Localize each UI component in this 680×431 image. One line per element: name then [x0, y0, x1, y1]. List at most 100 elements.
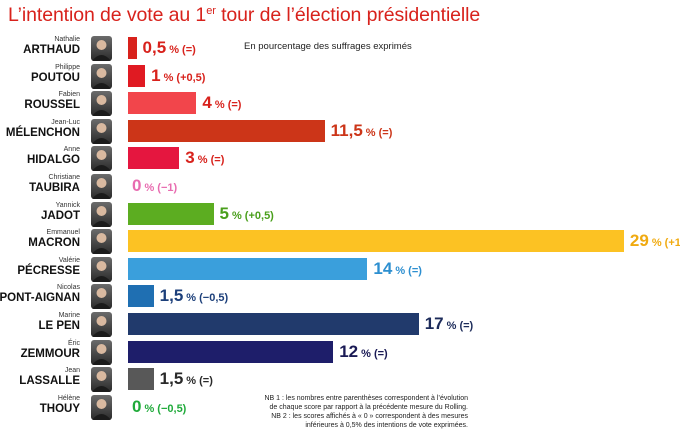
data-label: 1,5% (=) — [160, 369, 213, 391]
change-label: % (=) — [197, 154, 225, 167]
value-label: 3 — [185, 148, 195, 168]
candidate-first-name: Jean — [64, 367, 80, 375]
bar — [128, 64, 146, 87]
note-line: NB 1 : les nombres entre parenthèses cor… — [264, 395, 468, 402]
bar — [128, 37, 137, 59]
data-label: 1,5% (−0,5) — [160, 286, 229, 308]
data-label: 0,5% (=) — [143, 38, 196, 60]
candidate-first-name: Jean-Luc — [51, 118, 80, 126]
bar — [128, 368, 154, 391]
candidate-first-name: Christiane — [48, 174, 80, 181]
candidate-portrait-icon — [91, 312, 112, 337]
candidate-last-name: LE PEN — [38, 320, 80, 332]
change-label: % (=) — [186, 375, 213, 388]
candidate-first-name: Anne — [63, 146, 80, 154]
value-label: 0 — [132, 396, 142, 416]
note-line: de chaque score par rapport à la précéde… — [269, 404, 468, 411]
data-label: 5% (+0,5) — [220, 204, 274, 226]
bar — [128, 202, 214, 225]
footnotes: NB 1 : les nombres entre parenthèses cor… — [264, 394, 468, 430]
change-label: % (+0,5) — [231, 209, 274, 222]
candidate-first-name: Yannick — [55, 201, 80, 209]
candidate-first-name: Hélène — [57, 394, 80, 402]
change-label: % (=) — [365, 126, 393, 139]
candidate-name: Fabien ROUSSEL — [0, 90, 80, 114]
candidate-portrait-icon — [91, 256, 112, 282]
change-label: % (=) — [446, 320, 474, 332]
title-rest: tour de l’élection présidentielle — [215, 4, 481, 26]
candidate-last-name: POUTOU — [31, 71, 80, 84]
candidate-row: Anne HIDALGO 3% (=) — [0, 145, 680, 172]
candidate-portrait-icon — [91, 339, 112, 365]
value-label: 1 — [151, 65, 161, 85]
candidate-name: Valérie PÉCRESSE — [0, 256, 80, 280]
bar — [128, 285, 154, 308]
data-label: 17% (=) — [425, 314, 474, 336]
candidate-last-name: ROUSSEL — [24, 99, 80, 112]
value-label: 0 — [132, 176, 142, 195]
value-label: 11,5 — [330, 120, 363, 140]
candidate-first-name: Nicolas — [57, 284, 80, 292]
candidate-row: Nicolas PONT-AIGNAN 1,5% (−0,5) — [0, 283, 680, 310]
change-label: % (=) — [169, 44, 196, 56]
candidate-last-name: ZEMMOUR — [20, 347, 80, 360]
candidate-portrait-icon — [91, 367, 112, 393]
candidate-row: Hélène THOUY 0% (−0,5) — [0, 394, 680, 421]
value-label: 12 — [339, 341, 359, 361]
value-label: 14 — [373, 258, 393, 278]
bar — [128, 313, 419, 335]
candidate-first-name: Marine — [58, 312, 80, 319]
candidate-row: Jean LASSALLE 1,5% (=) — [0, 366, 680, 393]
data-label: 3% (=) — [185, 148, 224, 170]
data-label: 11,5% (=) — [331, 121, 393, 143]
change-label: % (=) — [214, 99, 242, 112]
change-label: % (+0,5) — [163, 71, 206, 84]
candidate-row: Marine LE PEN 17% (=) — [0, 311, 680, 338]
candidate-last-name: JADOT — [41, 209, 80, 222]
data-label: 29% (+1) — [630, 231, 680, 253]
candidate-name: Nathalie ARTHAUD — [0, 35, 80, 59]
candidate-name: Jean-Luc MÉLENCHON — [0, 118, 80, 142]
value-label: 1,5 — [159, 369, 184, 389]
title-main: L’intention de vote au 1 — [8, 4, 207, 26]
bar — [128, 257, 368, 280]
title-superscript: er — [206, 5, 216, 17]
candidate-name: Éric ZEMMOUR — [0, 339, 80, 363]
candidate-row: Philippe POUTOU 1% (+0,5) — [0, 63, 680, 90]
bar — [128, 92, 197, 115]
candidate-portrait-icon — [91, 201, 112, 227]
bar — [128, 340, 334, 363]
candidate-name: Philippe POUTOU — [0, 63, 80, 87]
candidate-row: Éric ZEMMOUR 12% (=) — [0, 339, 680, 366]
data-label: 0% (−1) — [132, 176, 177, 198]
change-label: % (−0,5) — [144, 402, 187, 415]
candidate-last-name: HIDALGO — [26, 154, 80, 167]
candidate-row: Fabien ROUSSEL 4% (=) — [0, 90, 680, 117]
bar — [128, 119, 325, 142]
candidate-first-name: Philippe — [55, 63, 80, 71]
chart-subtitle: En pourcentage des suffrages exprimés — [244, 41, 412, 52]
note-line: inférieures à 0,5% des intentions de vot… — [305, 422, 468, 429]
candidate-name: Emmanuel MACRON — [0, 228, 80, 252]
candidate-row: Christiane TAUBIRA 0% (−1) — [0, 173, 680, 200]
change-label: % (=) — [361, 347, 388, 360]
value-label: 17 — [424, 314, 444, 333]
value-label: 29 — [629, 231, 649, 251]
candidate-first-name: Nathalie — [54, 36, 80, 43]
candidate-portrait-icon — [91, 229, 112, 255]
value-label: 5 — [219, 203, 229, 223]
candidate-row: Valérie PÉCRESSE 14% (=) — [0, 256, 680, 283]
value-label: 0,5 — [142, 38, 167, 57]
change-label: % (−0,5) — [186, 292, 229, 305]
candidate-last-name: ARTHAUD — [23, 44, 80, 56]
change-label: % (−1) — [144, 182, 178, 194]
candidate-name: Anne HIDALGO — [0, 145, 80, 169]
candidate-last-name: THOUY — [39, 402, 80, 415]
candidate-last-name: MACRON — [28, 237, 80, 250]
bar — [128, 147, 180, 170]
data-label: 0% (−0,5) — [132, 397, 186, 419]
data-label: 14% (=) — [373, 259, 422, 281]
candidate-first-name: Fabien — [58, 91, 80, 99]
candidate-row: Nathalie ARTHAUD 0,5% (=) — [0, 35, 680, 62]
candidate-last-name: TAUBIRA — [29, 182, 80, 194]
